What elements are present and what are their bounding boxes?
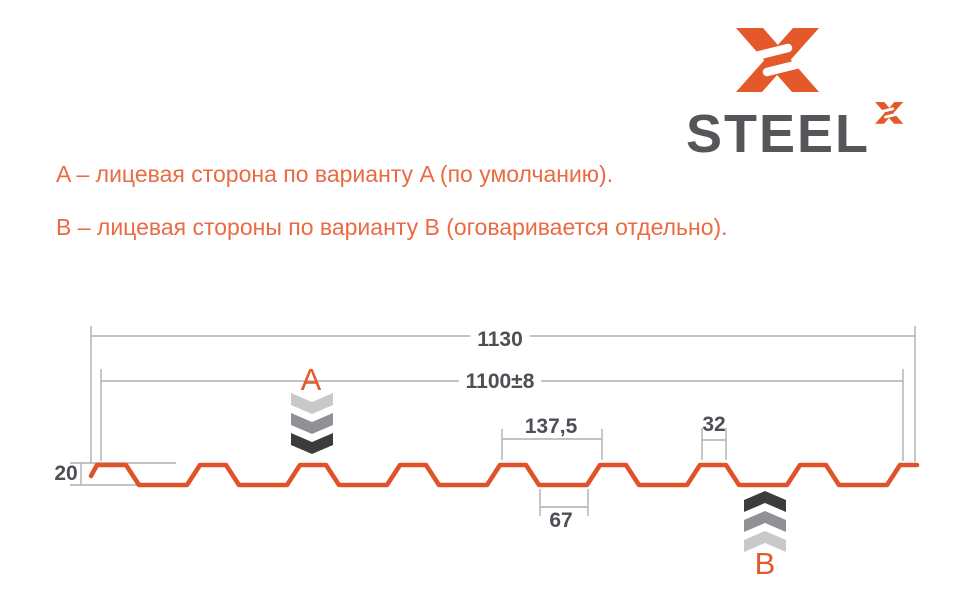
steelx-logo-mark-icon — [736, 28, 819, 92]
note-variant-a: A – лицевая сторона по варианту A (по ум… — [56, 161, 614, 187]
dim-rib-top-label: 32 — [702, 413, 726, 436]
dim-line-rib-pitch — [501, 429, 603, 460]
dim-rib-bottom-label: 67 — [549, 509, 573, 532]
dim-line-rib-top — [701, 428, 727, 460]
side-b-chevrons-icon — [744, 491, 786, 552]
side-a-label: A — [300, 362, 322, 397]
dim-useful-width-label: 1100±8 — [465, 370, 535, 393]
steelx-x-superscript-icon — [873, 100, 905, 126]
note-variant-b: B – лицевая стороны по варианту B (огова… — [56, 214, 728, 240]
side-b-label: B — [754, 546, 776, 581]
dim-line-rib-bottom — [539, 489, 589, 516]
side-a-chevrons-icon — [291, 393, 333, 454]
dimension-lines — [70, 326, 916, 516]
sheet-profile-outline — [88, 462, 920, 488]
dim-rib-pitch-label: 137,5 — [524, 415, 578, 438]
steelx-wordmark: STEEL — [686, 104, 871, 164]
dim-total-width-label: 1130 — [477, 328, 523, 351]
dim-profile-height-label: 20 — [54, 462, 78, 485]
